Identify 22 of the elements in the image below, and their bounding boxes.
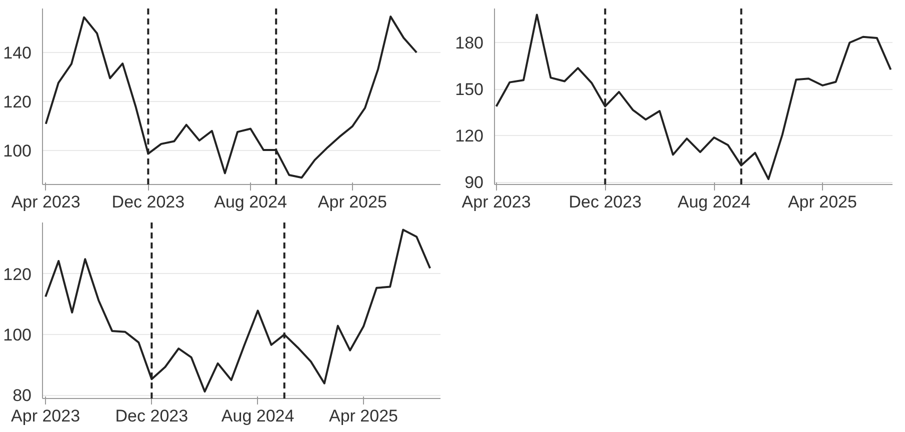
y-tick-label: 100 [3, 141, 32, 160]
y-tick-label: 90 [464, 173, 484, 192]
x-tick-label: Aug 2024 [214, 192, 287, 212]
x-tick-label: Aug 2024 [678, 192, 750, 212]
x-tick-label: Apr 2023 [11, 192, 80, 212]
x-tick-label: Apr 2025 [329, 406, 398, 426]
y-tick-label: 120 [455, 126, 484, 146]
x-tick-label: Apr 2025 [318, 192, 387, 212]
y-tick-label: 150 [455, 80, 484, 100]
y-tick-label: 180 [455, 34, 484, 53]
y-tick-label: 120 [3, 264, 32, 284]
x-tick-label: Aug 2024 [221, 406, 294, 426]
x-tick-label: Apr 2023 [11, 406, 80, 426]
x-tick-label: Apr 2025 [788, 192, 857, 212]
x-tick-label: Dec 2023 [568, 192, 642, 212]
y-tick-label: 120 [3, 92, 32, 112]
x-tick-label: Dec 2023 [115, 406, 188, 426]
x-tick-label: Dec 2023 [112, 192, 185, 212]
x-tick-label: Apr 2023 [462, 192, 531, 212]
y-tick-label: 140 [3, 44, 32, 62]
y-tick-label: 100 [3, 326, 32, 345]
y-tick-label: 80 [12, 386, 32, 406]
